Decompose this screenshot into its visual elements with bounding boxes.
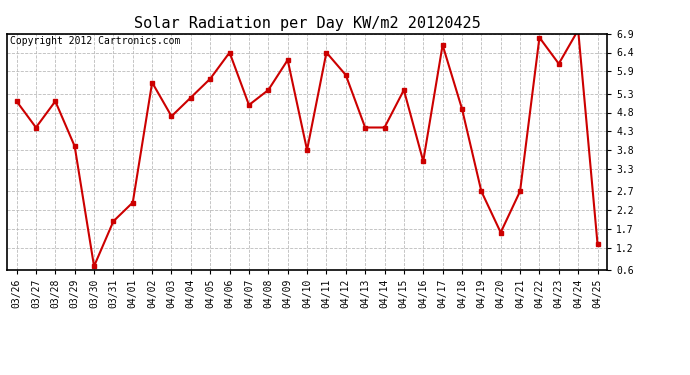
Title: Solar Radiation per Day KW/m2 20120425: Solar Radiation per Day KW/m2 20120425 — [134, 16, 480, 31]
Text: Copyright 2012 Cartronics.com: Copyright 2012 Cartronics.com — [10, 36, 180, 46]
